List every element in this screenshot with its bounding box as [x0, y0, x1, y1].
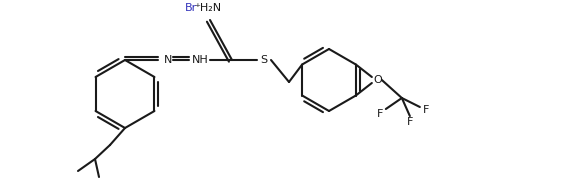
Text: NH: NH [192, 55, 208, 65]
Text: F: F [377, 109, 383, 119]
Text: O: O [374, 75, 382, 85]
Text: Br: Br [185, 3, 197, 13]
Text: N: N [164, 55, 172, 65]
Text: F: F [423, 105, 429, 115]
Text: ⁺H₂N: ⁺H₂N [195, 3, 222, 13]
Text: F: F [407, 117, 413, 127]
Text: S: S [261, 55, 268, 65]
